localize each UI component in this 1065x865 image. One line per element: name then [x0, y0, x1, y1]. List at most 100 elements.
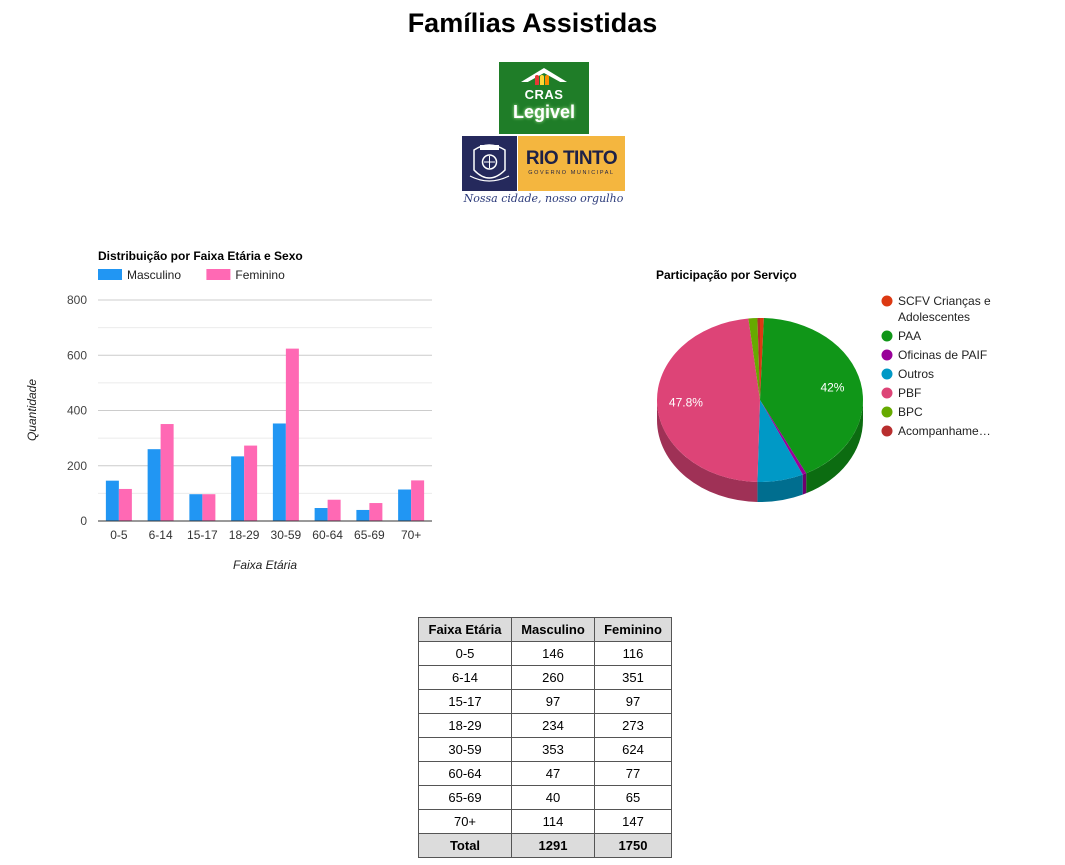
rio-tinto-logo: RIO TINTO GOVERNO MUNICIPAL Nossa cidade…: [462, 136, 625, 208]
table-cell-female: 97: [594, 689, 672, 714]
bar-masculino-65-69: [356, 509, 370, 521]
bar-feminino-65-69: [369, 503, 383, 521]
legend-label: Oficinas de PAIF: [898, 348, 987, 362]
legend-label: Adolescentes: [898, 310, 970, 324]
table-cell-male: 146: [511, 641, 595, 666]
x-tick-label: 70+: [401, 528, 421, 542]
y-tick-label: 0: [80, 514, 87, 528]
table-cell-male: 40: [511, 785, 595, 810]
table-row: 6-14 260 351: [418, 665, 672, 690]
people-icon: [535, 72, 555, 85]
bar-feminino-15-17: [202, 494, 216, 521]
pie-slice-bpc: [748, 318, 760, 400]
bar-masculino-15-17: [189, 494, 203, 521]
table-cell-female: 273: [594, 713, 672, 738]
legend-label: Outros: [898, 367, 934, 381]
table-cell-female: 1750: [594, 833, 672, 858]
legend-label: Acompanhame…: [898, 424, 991, 438]
y-axis-title: Quantidade: [25, 379, 39, 441]
x-tick-label: 15-17: [187, 528, 218, 542]
table-row: 30-59 353 624: [418, 737, 672, 762]
legend-dot-acompanhamento: [881, 425, 893, 437]
legend-dot-pbf: [881, 387, 893, 399]
table-header-female: Feminino: [594, 617, 672, 642]
legend-dot-oficinas-de-paif: [881, 349, 893, 361]
bar-masculino-6-14: [147, 449, 161, 521]
legend-label: PAA: [898, 329, 921, 343]
table-row: 15-17 97 97: [418, 689, 672, 714]
pie-top: [657, 318, 863, 482]
pie-chart-title: Participação por Serviço: [656, 268, 797, 282]
page-title: Famílias Assistidas: [407, 8, 658, 38]
table-cell-male: 260: [511, 665, 595, 690]
x-tick-label: 65-69: [354, 528, 385, 542]
table-cell-male: 1291: [511, 833, 595, 858]
table-cell-female: 351: [594, 665, 672, 690]
table-cell-age: 65-69: [418, 785, 512, 810]
table-row: 70+ 114 147: [418, 809, 672, 834]
table-cell-age: 0-5: [418, 641, 512, 666]
x-tick-label: 18-29: [229, 528, 260, 542]
bar-feminino-18-29: [244, 445, 258, 521]
legend-label-feminino: Feminino: [235, 268, 285, 282]
table-cell-age: 60-64: [418, 761, 512, 786]
cras-logo-text: CRAS: [524, 87, 564, 102]
table-cell-age: Total: [418, 833, 512, 858]
table-cell-female: 624: [594, 737, 672, 762]
city-crest-icon: [462, 136, 517, 191]
legivel-logo-text: Legivel: [512, 102, 576, 122]
legend-dot-paa: [881, 330, 893, 342]
table-cell-age: 70+: [418, 809, 512, 834]
bar-feminino-0-5: [118, 488, 132, 521]
y-tick-label: 600: [67, 348, 87, 362]
y-tick-label: 400: [67, 404, 87, 418]
bar-masculino-60-64: [314, 508, 328, 521]
pie-slice-outros: [757, 400, 803, 482]
table-cell-female: 77: [594, 761, 672, 786]
table-cell-female: 65: [594, 785, 672, 810]
pie-side-outros: [757, 474, 803, 502]
pie-slice-acompanhamento: [757, 318, 760, 400]
table-header-row: Faixa Etária Masculino Feminino: [418, 617, 672, 642]
bar-masculino-30-59: [272, 423, 286, 521]
y-tick-label: 800: [67, 293, 87, 307]
table-row: 18-29 234 273: [418, 713, 672, 738]
table-row: 0-5 146 116: [418, 641, 672, 666]
bar-masculino-18-29: [231, 456, 245, 521]
table-cell-female: 116: [594, 641, 672, 666]
table-cell-age: 6-14: [418, 665, 512, 690]
y-tick-label: 200: [67, 459, 87, 473]
table-cell-male: 353: [511, 737, 595, 762]
cras-legivel-logo: CRAS Legivel: [499, 62, 589, 134]
table-cell-age: 30-59: [418, 737, 512, 762]
rio-tinto-subtitle: GOVERNO MUNICIPAL: [528, 170, 615, 176]
table-cell-male: 114: [511, 809, 595, 834]
legend-swatch-masculino: [98, 269, 122, 280]
bar-masculino-70+: [398, 489, 412, 521]
rio-tinto-slogan: Nossa cidade, nosso orgulho: [463, 192, 624, 205]
legend-dot-scfv-crianças-e-adolescentes: [881, 295, 893, 307]
legend-label: SCFV Crianças e: [898, 294, 991, 308]
x-tick-label: 0-5: [110, 528, 128, 542]
table-cell-male: 234: [511, 713, 595, 738]
pie-slice-pbf: [657, 318, 760, 482]
pie-slice-scfv-crianças-e-adolescentes: [760, 318, 764, 400]
age-sex-table: Faixa Etária Masculino Feminino 0-5 146 11…: [418, 617, 672, 858]
x-axis-title: Faixa Etária: [233, 558, 297, 572]
pie-slice-paa: [760, 318, 863, 474]
bar-feminino-70+: [411, 480, 425, 521]
legend-dot-bpc: [881, 406, 893, 418]
pie-slice-label: 47.8%: [669, 396, 703, 410]
table-cell-male: 97: [511, 689, 595, 714]
table-header-age: Faixa Etária: [418, 617, 512, 642]
table-total-row: Total 1291 1750: [418, 833, 672, 858]
legend-label-masculino: Masculino: [127, 268, 181, 282]
pie-slice-label: 42%: [820, 380, 844, 394]
bar-feminino-60-64: [327, 499, 341, 521]
bar-feminino-30-59: [285, 348, 299, 521]
bar-masculino-0-5: [105, 480, 119, 521]
pie-side-pbf: [657, 400, 758, 502]
x-tick-label: 30-59: [271, 528, 302, 542]
table-header-male: Masculino: [511, 617, 595, 642]
table-row: 65-69 40 65: [418, 785, 672, 810]
